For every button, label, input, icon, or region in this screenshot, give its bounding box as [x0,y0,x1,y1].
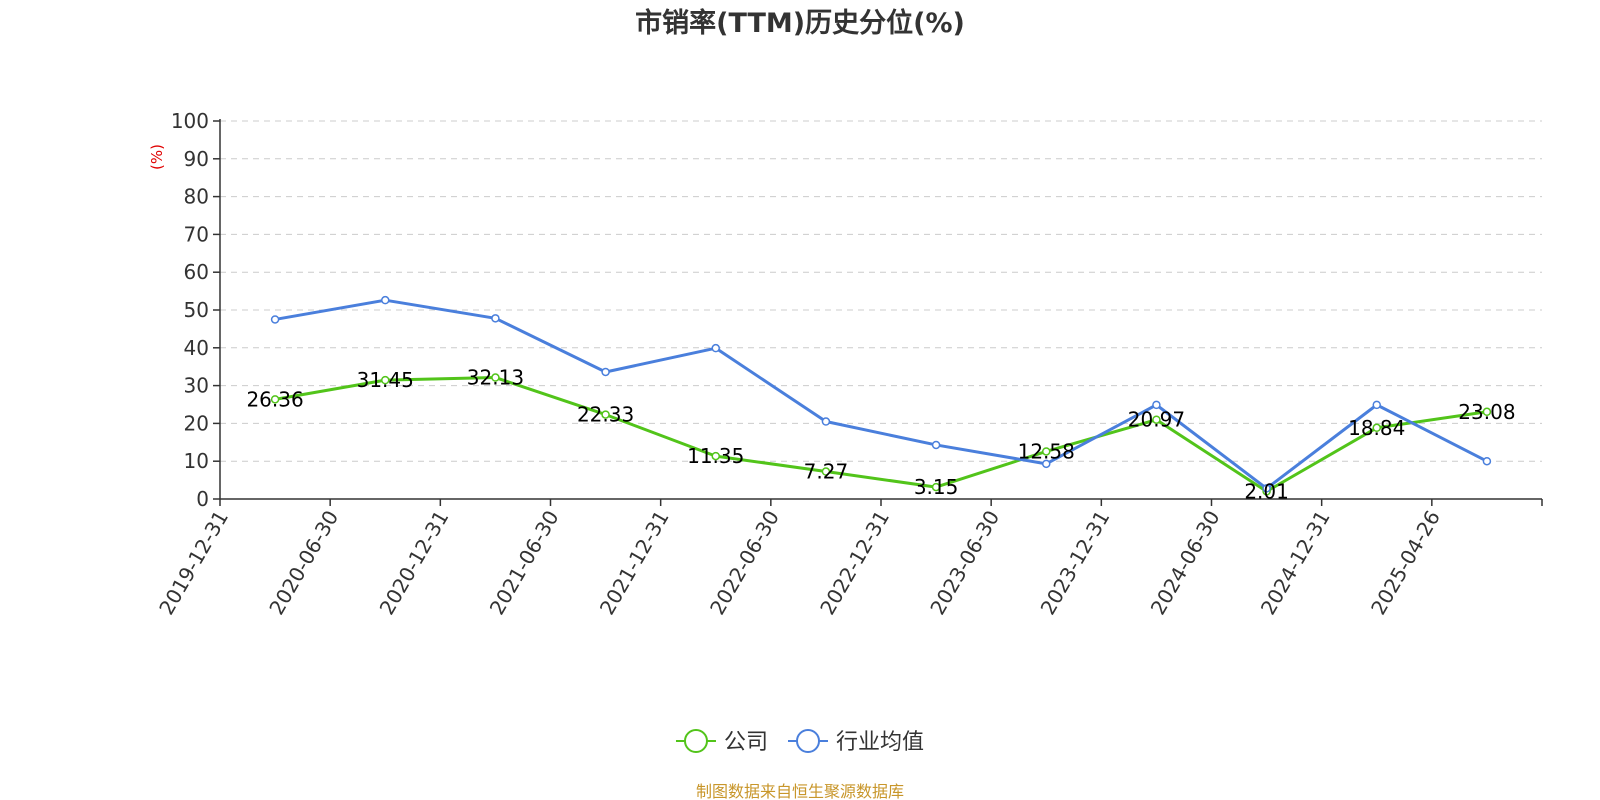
grid-lines [220,120,1542,462]
data-point [1152,415,1161,424]
data-label: 12.58 [1018,439,1075,463]
y-tick-label: 60 [184,260,209,284]
y-tick-label: 10 [184,449,209,473]
series-lines [270,295,1492,496]
x-tick-label: 2020-06-30 [264,506,343,619]
data-label: 23.08 [1458,400,1515,424]
legend-label: 公司 [724,730,768,755]
x-tick-label: 2019-12-31 [154,506,233,619]
chart-title: 市销率(TTM)历史分位(%) [635,7,965,39]
data-point [821,467,831,476]
data-label: 7.27 [804,460,849,484]
data-label: 26.36 [246,387,303,411]
data-point [270,395,280,404]
y-tick-label: 90 [184,147,209,171]
data-label: 2.01 [1244,479,1289,503]
x-tick-label: 2024-06-30 [1146,506,1225,619]
y-axis-unit-label: (%) [148,144,166,170]
y-tick-label: 100 [171,109,209,133]
y-tick-label: 20 [184,411,209,435]
data-label: 11.35 [687,444,744,468]
axes: 0 10 20 30 40 50 60 70 80 90 100 2019-12-31 2020-06-… [154,109,1543,619]
series-line-0 [274,376,1488,493]
x-tick-label: 2022-12-31 [815,506,894,619]
data-label: 22.33 [577,403,634,427]
data-labels: 26.36 31.45 32.13 22.33 11.35 7.27 3.15 12.58 20… [246,366,1515,504]
data-point [601,367,610,377]
x-tick-label: 2022-06-30 [705,506,784,619]
x-tick-label: 2021-06-30 [485,506,564,619]
data-point [1372,423,1381,433]
data-point [601,410,610,419]
data-point [1482,407,1492,417]
data-point [821,417,831,426]
data-label: 20.97 [1128,408,1185,432]
y-tick-label: 0 [196,487,209,511]
data-label: 3.15 [914,475,959,499]
data-point [1262,484,1271,493]
data-point [491,314,500,323]
y-tick-label: 50 [184,298,209,322]
x-tick-label: 2021-12-31 [595,506,674,619]
x-tick-label: 2020-12-31 [375,506,454,619]
data-point [931,440,941,450]
x-tick-label: 2024-12-31 [1256,506,1335,619]
x-tick-label: 2025-04-26 [1366,506,1445,619]
legend: 公司 行业均值 [675,729,924,755]
y-tick-label: 30 [184,374,209,398]
data-point [1152,400,1161,410]
series-line-1 [274,298,1488,490]
source-note: 制图数据来自恒生聚源数据库 [696,782,904,800]
legend-swatch-marker [683,729,708,753]
data-point [1372,400,1381,410]
data-point [711,451,720,461]
data-label: 31.45 [357,368,414,392]
y-tick-label: 80 [184,185,209,209]
x-tick-label: 2023-12-31 [1036,506,1115,619]
data-point [1042,447,1051,456]
legend-swatch-marker [796,729,820,753]
data-point [381,375,390,385]
data-point [381,295,390,305]
y-tick-label: 70 [184,222,209,246]
legend-label: 行业均值 [836,730,924,755]
y-tick-label: 40 [184,336,209,360]
data-point [1482,456,1492,466]
data-point [931,482,941,492]
data-point [491,373,500,382]
data-point [711,343,720,353]
data-label: 18.84 [1348,416,1405,440]
x-tick-label: 2023-06-30 [925,506,1004,619]
data-point [270,315,280,324]
data-label: 32.13 [467,366,524,390]
data-point [1042,459,1051,469]
